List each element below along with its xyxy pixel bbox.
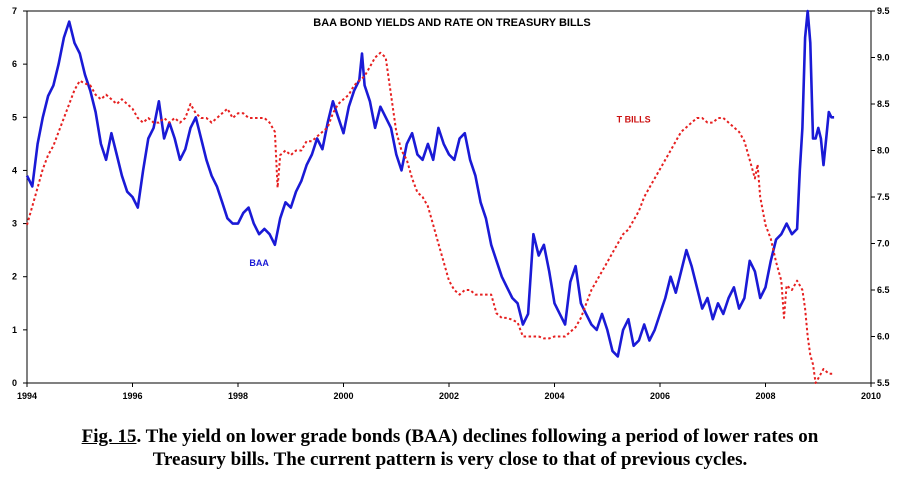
y-right-tick-label: 8.0: [877, 146, 890, 156]
x-tick-label: 2008: [755, 391, 775, 401]
y-left-tick-label: 3: [12, 219, 17, 229]
y-right-tick-label: 6.5: [877, 285, 890, 295]
y-left-tick-label: 5: [12, 112, 17, 122]
plot-area: 1994 1996 1998 2000 2002 2004 2006 2008 2010 0 1 2 3…: [12, 6, 890, 401]
x-tick-label: 1998: [228, 391, 248, 401]
chart: BAA BOND YIELDS AND RATE ON TREASURY BIL…: [12, 6, 890, 401]
y-right-tick-label: 5.5: [877, 378, 890, 388]
y-right-tick-label: 9.0: [877, 53, 890, 63]
series-line-baa: [25, 9, 835, 358]
x-tick-label: 1996: [122, 391, 142, 401]
y-left-tick-label: 6: [12, 59, 17, 69]
series-line-t-bills: [26, 51, 835, 384]
x-tick-label: 2000: [333, 391, 353, 401]
y-right-tick-label: 7.5: [877, 192, 890, 202]
y-left-tick-label: 2: [12, 272, 17, 282]
x-tick-label: 2002: [439, 391, 459, 401]
figure-caption: Fig. 15. The yield on lower grade bonds …: [0, 425, 900, 471]
y-left-tick-label: 7: [12, 6, 17, 16]
y-right-tick-label: 8.5: [877, 99, 890, 109]
series-label-t-bills: T BILLS: [617, 115, 651, 125]
chart-title: BAA BOND YIELDS AND RATE ON TREASURY BIL…: [313, 17, 590, 29]
caption-line-1: . The yield on lower grade bonds (BAA) d…: [136, 426, 819, 447]
x-tick-label: 2010: [861, 391, 881, 401]
y-left-tick-label: 4: [12, 165, 17, 175]
caption-line-2: Treasury bills. The current pattern is v…: [152, 449, 748, 470]
y-right-tick-label: 6.0: [877, 332, 890, 342]
x-tick-label: 1994: [17, 391, 37, 401]
series-label-baa: BAA: [249, 258, 269, 268]
figure-label: Fig. 15: [81, 426, 137, 447]
x-tick-label: 2004: [544, 391, 564, 401]
y-left-tick-label: 0: [12, 378, 17, 388]
x-tick-label: 2006: [650, 391, 670, 401]
y-right-tick-label: 9.5: [877, 6, 890, 16]
y-right-tick-label: 7.0: [877, 239, 890, 249]
y-left-tick-label: 1: [12, 325, 17, 335]
plot-frame: [26, 10, 872, 384]
